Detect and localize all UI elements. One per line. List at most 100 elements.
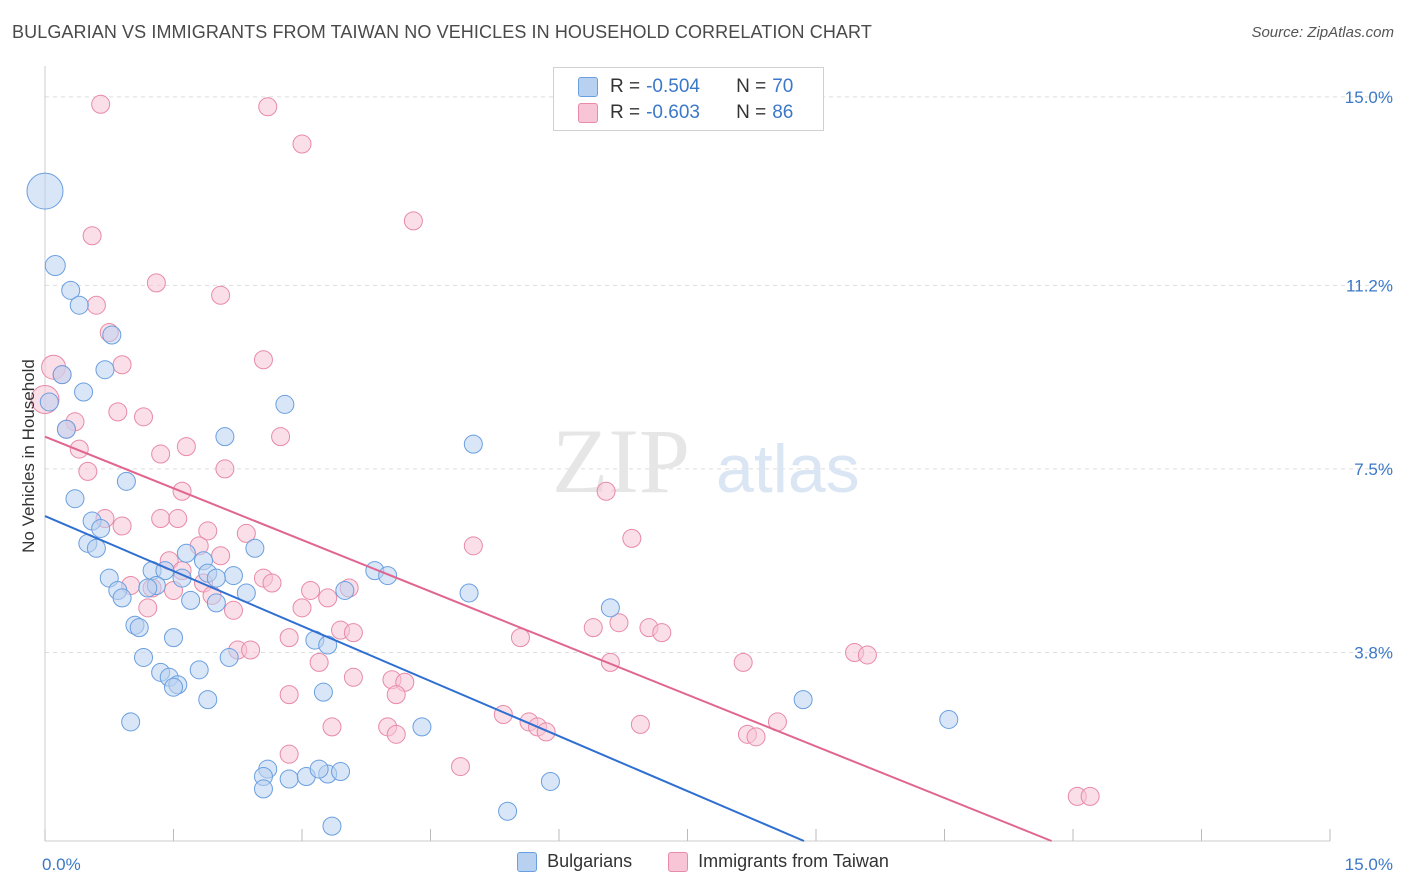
bulgarian-point [134,647,154,667]
taiwan-point [652,623,672,643]
bulgarian-point [26,172,64,210]
taiwan-point [151,444,171,464]
legend-row-bulgarians: R = -0.504 N = 70 [578,75,793,99]
legend-swatch-taiwan [578,103,598,123]
taiwan-point [146,273,166,293]
bulgarian-point [164,677,183,697]
bulgarian-point [219,647,239,667]
taiwan-point [86,295,106,315]
legend-row-taiwan: R = -0.603 N = 86 [578,101,793,125]
taiwan-trend-line [44,435,1052,842]
taiwan-point [279,744,299,764]
taiwan-point [292,598,312,618]
bulgarian-point [164,628,183,648]
taiwan-points [30,94,1100,806]
axes [44,66,1331,842]
taiwan-point [236,523,256,543]
legend-n-value: 70 [772,76,794,97]
bulgarian-point [313,682,333,702]
bulgarian-point [253,779,273,799]
taiwan-point [343,623,363,643]
legend-swatch-bulgarians [578,77,598,97]
taiwan-point [386,685,406,705]
bulgarian-point [215,427,235,447]
bulgarian-point [309,759,329,779]
taiwan-point [223,600,243,620]
taiwan-point [112,355,132,375]
taiwan-point [262,573,282,593]
legend-item-taiwan: Immigrants from Taiwan [668,851,889,872]
taiwan-point [343,667,363,687]
legend-r-label: R = [610,102,641,123]
taiwan-point [292,134,312,154]
taiwan-point [279,685,299,705]
bulgarian-point [331,762,351,782]
taiwan-point [386,724,406,744]
legend-r-value: -0.504 [646,76,700,97]
bulgarian-point [91,518,111,538]
taiwan-point [583,618,603,638]
bulgarian-point [206,568,226,588]
correlation-legend: R = -0.504 N = 70 R = -0.603 N = 86 [553,67,824,131]
bulgarian-point [86,538,106,558]
x-tick-labels: 0.0% 15.0% [42,855,1393,874]
bulgarian-point [39,392,59,412]
taiwan-point [198,521,218,541]
bulgarian-point [56,419,76,439]
chart-title: BULGARIAN VS IMMIGRANTS FROM TAIWAN NO V… [12,22,872,42]
taiwan-point [168,509,188,529]
legend-n-value: 86 [772,102,794,123]
taiwan-point [134,407,154,427]
bulgarian-point [223,566,243,586]
bulgarian-point [176,543,196,563]
y-tick-label: 7.5% [1354,460,1393,479]
x-tick-label: 15.0% [1345,855,1393,874]
bulgarian-point [279,769,299,789]
taiwan-point [609,613,629,633]
bulgarian-point [138,578,158,598]
taiwan-point [279,628,299,648]
taiwan-point [403,211,423,231]
bulgarian-point [378,566,398,586]
bulgarian-point [116,471,136,491]
bulgarian-point [245,538,265,558]
taiwan-point [241,640,261,660]
x-tick-label: 0.0% [42,855,81,874]
bulgarian-point [198,690,218,710]
trend-lines [44,435,1052,842]
y-tick-labels: 3.8% 7.5% 11.2% 15.0% [1345,88,1393,663]
bulgarian-point [498,801,518,821]
bulgarians-trend-line [44,515,805,842]
taiwan-point [309,652,329,672]
bulgarian-point [540,771,560,791]
taiwan-point [536,722,556,742]
taiwan-point [271,427,291,447]
taiwan-point [596,481,616,501]
watermark-atlas: atlas [716,431,860,507]
legend-item-bulgarians: Bulgarians [517,851,632,872]
legend-label-taiwan: Immigrants from Taiwan [698,851,889,871]
legend-n-label: N = [736,102,767,123]
gridlines [45,96,1390,653]
taiwan-point [78,461,98,481]
watermark-zip: ZIP [552,410,690,512]
bulgarian-point [275,394,295,414]
watermark: ZIP atlas [552,410,860,512]
bulgarian-point [206,593,226,613]
bulgarian-points [26,172,959,836]
legend-r-value: -0.603 [646,102,700,123]
legend-swatch-taiwan [668,851,689,872]
bulgarian-point [95,360,115,380]
taiwan-point [138,598,158,618]
taiwan-point [253,350,273,370]
series-legend: Bulgarians Immigrants from Taiwan [0,851,1406,872]
taiwan-point [91,94,111,114]
taiwan-point [857,645,877,665]
bulgarian-point [600,598,620,618]
taiwan-point [151,509,171,529]
bulgarian-point [74,382,94,402]
taiwan-point [450,757,470,777]
taiwan-point [733,652,753,672]
bulgarian-point [939,709,959,729]
